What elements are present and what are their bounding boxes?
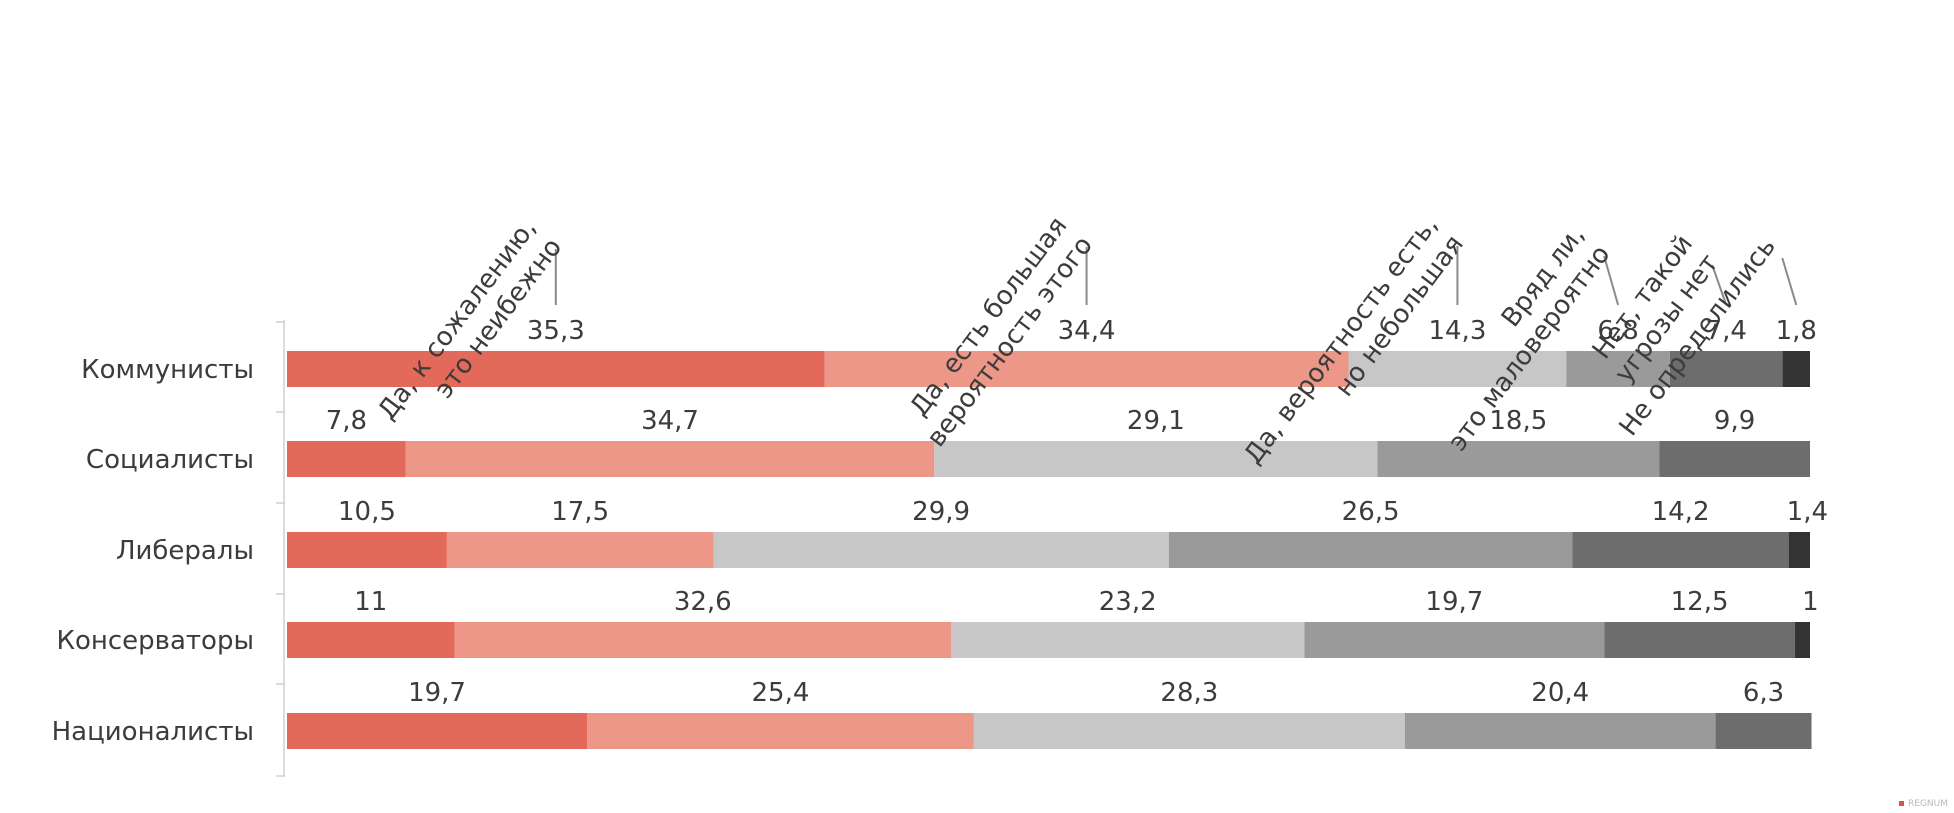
data-label: 29,9 [912,497,970,527]
legend-entry-line: Да, вероятность есть, [1238,211,1444,470]
bar-segment [1604,622,1795,658]
legend-leader-line [1603,255,1620,306]
category-label: Либералы [116,536,254,566]
data-label: 34,7 [641,406,699,436]
data-label: 25,4 [752,678,810,708]
bar-segment [287,441,406,477]
data-label: 7,4 [1706,316,1747,346]
bar-segment [1669,351,1783,387]
bar-segment [287,713,588,749]
bar-segment [713,532,1169,568]
category-label: Социалисты [86,445,254,475]
data-label: 20,4 [1531,678,1589,708]
bar-segment [1659,441,1810,477]
bar-segment [405,441,935,477]
bar-segment [454,622,952,658]
category-label: Коммунисты [81,355,254,385]
bar-segment [824,351,1349,387]
data-label: 1,8 [1776,316,1817,346]
bar-segment [1168,532,1573,568]
data-label: 26,5 [1342,497,1400,527]
data-label: 28,3 [1160,678,1218,708]
data-label: 19,7 [408,678,466,708]
legend-leader-line [1781,257,1798,306]
watermark-text: REGNUM [1908,799,1948,809]
bar-segment [934,441,1378,477]
bar-segment [587,713,974,749]
data-label: 34,4 [1058,316,1116,346]
bar-segment [1566,351,1670,387]
data-label: 18,5 [1489,406,1547,436]
bar-segment [1572,532,1789,568]
data-label: 23,2 [1099,587,1157,617]
data-label: 14,2 [1652,497,1710,527]
watermark-icon [1899,801,1904,806]
data-label: 1 [1802,587,1819,617]
bar-segment [973,713,1405,749]
bar-segment [446,532,714,568]
category-label: Националисты [52,717,254,747]
bar-segment [1715,713,1812,749]
bar-segment [1782,351,1810,387]
data-label: 9,9 [1714,406,1755,436]
bar-segment [1404,713,1716,749]
data-label: 19,7 [1425,587,1483,617]
bar-segment [1788,532,1810,568]
legend-leader-line [1711,264,1728,306]
bar-segment [1377,441,1660,477]
category-label: Консерваторы [56,626,254,656]
bar-segment [287,622,455,658]
bar-segment [287,351,825,387]
bar-segment [951,622,1305,658]
bar-segment [1304,622,1605,658]
data-label: 12,5 [1671,587,1729,617]
data-label: 11 [354,587,387,617]
watermark: REGNUM [1899,799,1948,809]
data-label: 17,5 [551,497,609,527]
data-label: 7,8 [326,406,367,436]
data-label: 32,6 [674,587,732,617]
data-label: 6,3 [1743,678,1784,708]
data-label: 35,3 [527,316,585,346]
data-label: 14,3 [1428,316,1486,346]
data-label: 29,1 [1127,406,1185,436]
bar-segment [1348,351,1567,387]
data-label: 1,4 [1787,497,1828,527]
data-label: 6,8 [1597,316,1638,346]
bar-segment [287,532,447,568]
data-label: 10,5 [338,497,396,527]
bar-segment [1794,622,1810,658]
